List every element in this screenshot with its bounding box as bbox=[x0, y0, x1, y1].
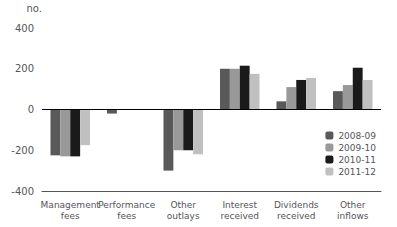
svg-text:no.: no. bbox=[27, 3, 42, 14]
svg-text:fees: fees bbox=[61, 211, 80, 221]
svg-text:Management: Management bbox=[41, 200, 101, 210]
svg-text:0: 0 bbox=[28, 104, 34, 115]
svg-text:received: received bbox=[220, 211, 259, 221]
svg-text:2008-09: 2008-09 bbox=[338, 131, 376, 141]
svg-text:Other: Other bbox=[340, 200, 366, 210]
svg-text:inflows: inflows bbox=[337, 211, 369, 221]
svg-text:Other: Other bbox=[170, 200, 196, 210]
svg-text:Dividends: Dividends bbox=[274, 200, 319, 210]
svg-text:2010-11: 2010-11 bbox=[338, 155, 376, 165]
svg-text:Performance: Performance bbox=[98, 200, 155, 210]
svg-text:400: 400 bbox=[15, 23, 34, 34]
svg-text:outlays: outlays bbox=[167, 211, 200, 221]
svg-text:2009-10: 2009-10 bbox=[338, 143, 376, 153]
svg-text:received: received bbox=[277, 211, 316, 221]
svg-text:-400: -400 bbox=[11, 186, 34, 197]
svg-text:Interest: Interest bbox=[222, 200, 257, 210]
svg-text:-200: -200 bbox=[11, 145, 34, 156]
svg-text:200: 200 bbox=[15, 63, 34, 74]
svg-text:fees: fees bbox=[117, 211, 136, 221]
svg-text:2011-12: 2011-12 bbox=[338, 167, 376, 177]
